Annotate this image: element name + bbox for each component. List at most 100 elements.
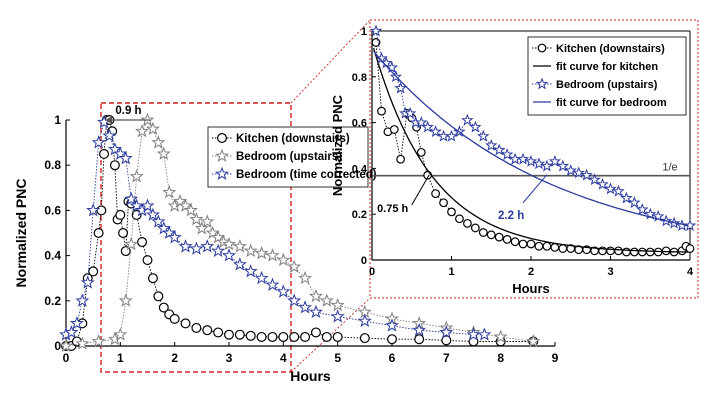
data-point — [644, 207, 657, 220]
data-point — [254, 270, 269, 285]
data-point — [461, 113, 474, 126]
data-point — [612, 184, 625, 197]
data-point — [245, 330, 256, 341]
legend-box — [207, 126, 369, 188]
data-point — [500, 148, 514, 160]
data-point — [102, 128, 117, 142]
y-tick-label: 0.8 — [352, 72, 367, 84]
data-point — [183, 203, 198, 217]
data-point — [289, 331, 300, 342]
peak-shift-arrowhead — [105, 116, 113, 124]
data-point — [300, 331, 311, 342]
data-point — [524, 154, 538, 167]
legend: Kitchen (downstairs) fit curve for kitche… — [527, 36, 687, 116]
data-point — [556, 159, 570, 172]
data-point — [526, 239, 536, 249]
data-point — [80, 275, 95, 289]
x-tick-label: 9 — [552, 351, 559, 365]
main-chart: 0 1 2 3 4 5 6 7 8 9 0 0.2 0.4 0.6 0.8 1 Hours Normalized … — [13, 105, 559, 384]
data-point — [109, 160, 120, 171]
data-point — [548, 154, 562, 167]
zoom-connector-top — [290, 19, 371, 104]
data-point — [470, 223, 480, 233]
data-point — [151, 214, 166, 228]
y-tick-label: 1 — [361, 26, 367, 38]
x-tick-label: 4 — [687, 266, 694, 278]
data-point — [75, 293, 90, 307]
data-point — [88, 266, 99, 277]
y-axis-title: Normalized PNC — [330, 94, 345, 196]
data-point — [169, 313, 180, 324]
data-point — [243, 243, 258, 258]
x-tick-label: 8 — [497, 351, 504, 365]
data-point — [145, 207, 160, 221]
data-point — [385, 318, 399, 332]
data-point — [389, 125, 399, 134]
legend: Kitchen (downstairs) Bedroom (upstairs) Be… — [207, 126, 377, 188]
legend-marker — [535, 77, 549, 90]
bedroom-tau-label: 2.2 h — [498, 210, 524, 222]
data-point — [550, 243, 560, 252]
data-point — [180, 318, 191, 329]
x-tick-label: 1 — [448, 266, 454, 278]
data-point — [298, 270, 313, 285]
data-point — [614, 246, 623, 256]
series-1 — [59, 112, 541, 352]
data-point — [622, 247, 631, 257]
y-tick-label: 0 — [361, 255, 367, 267]
data-point — [59, 338, 73, 352]
data-point — [466, 327, 481, 341]
data-point — [377, 106, 386, 116]
data-point — [477, 129, 490, 142]
data-point — [628, 196, 641, 209]
data-point — [310, 327, 321, 338]
data-point — [478, 228, 488, 237]
data-point — [91, 334, 106, 348]
data-point — [178, 239, 193, 253]
legend-box — [527, 36, 687, 116]
kitchen-tau-arrow — [411, 174, 430, 206]
data-point — [319, 293, 334, 307]
data-point — [287, 293, 302, 307]
data-point — [142, 255, 153, 266]
data-point — [447, 207, 456, 217]
bedroom-tau-arrow — [522, 174, 548, 204]
data-point — [510, 237, 520, 247]
data-point — [564, 164, 577, 176]
data-point — [308, 304, 323, 319]
data-point — [645, 247, 655, 257]
data-point — [445, 129, 458, 142]
data-point — [265, 277, 280, 291]
data-point — [604, 182, 617, 195]
data-point — [156, 146, 171, 160]
data-point — [439, 325, 454, 339]
data-point — [588, 173, 601, 186]
data-point — [493, 329, 508, 343]
data-point — [189, 212, 204, 226]
data-point — [502, 234, 512, 244]
data-point — [151, 135, 166, 149]
data-point — [256, 331, 267, 342]
series-line — [65, 119, 534, 347]
y-tick-label: 0.8 — [44, 158, 61, 172]
data-point — [431, 189, 441, 198]
data-point — [357, 313, 372, 328]
data-point — [64, 325, 79, 339]
data-point — [572, 166, 585, 179]
data-point — [321, 331, 332, 342]
data-point — [463, 218, 472, 228]
data-point — [637, 247, 647, 257]
series-0 — [60, 114, 539, 352]
data-point — [147, 273, 158, 284]
data-point — [91, 135, 106, 149]
data-point — [153, 291, 164, 302]
legend-marker — [217, 133, 228, 144]
data-point — [369, 24, 383, 37]
data-point — [516, 152, 530, 165]
data-point — [439, 198, 448, 208]
data-point — [683, 219, 697, 231]
data-point — [308, 288, 323, 303]
peak-shift-label: 0.9 h — [115, 105, 141, 117]
data-point — [232, 239, 247, 253]
data-point — [191, 322, 202, 333]
